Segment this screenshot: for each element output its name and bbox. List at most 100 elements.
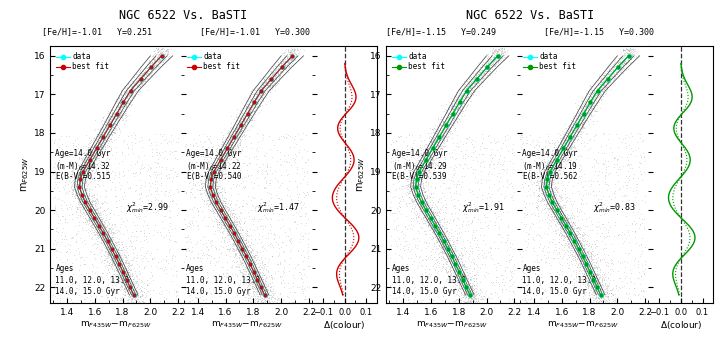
Point (231, 157, 242, 162)
Point (412, 180, 424, 186)
Point (217, 188, 228, 194)
Point (444, 238, 455, 243)
Point (493, 198, 505, 204)
Point (89, 232, 100, 237)
Point (476, 295, 488, 301)
Point (549, 207, 561, 212)
Point (556, 210, 567, 215)
Point (199, 169, 211, 174)
Point (215, 251, 227, 256)
Point (222, 267, 233, 273)
Point (82, 177, 93, 182)
Point (222, 142, 233, 147)
Point (128, 131, 140, 136)
Point (464, 78, 475, 84)
Point (543, 194, 555, 199)
Point (92, 225, 103, 230)
Point (589, 272, 600, 278)
Point (421, 150, 432, 155)
Point (443, 250, 455, 256)
Point (163, 237, 175, 242)
Point (162, 56, 174, 62)
Point (397, 296, 409, 302)
Point (112, 227, 123, 233)
Point (135, 288, 146, 294)
Point (191, 143, 203, 149)
Point (131, 290, 143, 295)
Point (123, 205, 135, 211)
Point (407, 168, 418, 174)
Point (460, 263, 471, 268)
Point (261, 163, 272, 169)
Point (185, 189, 196, 195)
Point (464, 299, 475, 304)
Point (211, 186, 222, 191)
Point (597, 92, 609, 97)
Point (589, 280, 601, 286)
Point (137, 72, 148, 78)
Point (519, 296, 531, 301)
Point (491, 50, 503, 56)
Point (212, 149, 223, 155)
Point (475, 76, 486, 82)
Point (260, 75, 272, 80)
Point (278, 50, 290, 55)
Point (230, 149, 242, 155)
Point (501, 233, 513, 238)
Point (413, 174, 424, 180)
Point (111, 295, 123, 301)
Point (70, 166, 82, 172)
Point (95, 222, 106, 227)
Point (282, 60, 294, 65)
Point (542, 173, 554, 179)
Point (412, 197, 423, 202)
Point (630, 48, 641, 53)
Point (579, 100, 590, 105)
Point (88, 135, 100, 141)
Point (578, 246, 589, 252)
Point (259, 185, 270, 191)
Point (469, 78, 480, 83)
Point (123, 269, 135, 275)
Point (420, 153, 432, 158)
Point (598, 84, 609, 89)
Point (462, 80, 473, 86)
Point (207, 159, 219, 165)
Point (394, 204, 406, 209)
Point (447, 276, 458, 281)
Point (215, 169, 227, 174)
Point (92, 233, 103, 239)
Point (551, 152, 563, 157)
Point (249, 96, 260, 102)
Point (434, 145, 445, 151)
Point (588, 107, 599, 112)
Point (134, 294, 146, 300)
Point (247, 194, 258, 199)
Point (202, 160, 214, 165)
Point (206, 174, 217, 179)
Point (415, 299, 427, 305)
Point (206, 201, 217, 207)
Point (458, 274, 470, 279)
Point (267, 79, 278, 84)
Point (244, 245, 255, 250)
Point (91, 215, 103, 221)
Point (212, 200, 224, 206)
Point (445, 124, 456, 130)
Point (206, 170, 217, 175)
Point (577, 115, 589, 120)
Point (409, 244, 421, 249)
Point (417, 258, 428, 263)
Point (547, 158, 559, 163)
Point (435, 245, 447, 251)
Point (166, 257, 178, 262)
Point (188, 181, 199, 186)
Point (617, 47, 629, 52)
Point (126, 243, 138, 249)
Point (424, 249, 436, 254)
Point (549, 173, 560, 179)
Point (72, 183, 83, 188)
Point (422, 207, 434, 212)
Point (217, 291, 229, 296)
Point (102, 125, 113, 130)
